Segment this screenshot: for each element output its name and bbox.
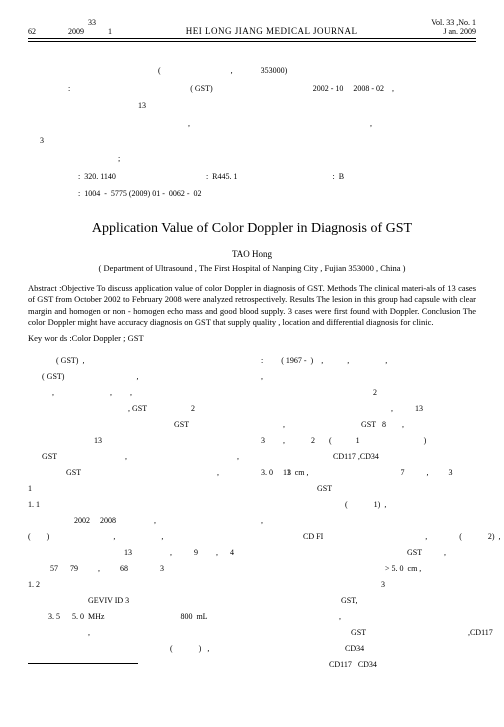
keywords-text: Key wor ds :Color Doppler ; GST — [28, 333, 476, 343]
page-number: 62 — [28, 27, 48, 36]
header-year: 2009 — [68, 27, 84, 36]
abstract-text: Abstract :Objective To discuss applicati… — [28, 283, 476, 329]
body-line: > 5. 0 cm , — [261, 561, 476, 577]
body-line: CD FI , ( 2) , — [261, 529, 476, 545]
body-line: CD34 — [261, 641, 476, 657]
body-line: GST , — [28, 417, 243, 433]
body-line: 2 — [261, 385, 476, 401]
body-line: GST , , — [28, 449, 243, 465]
body-line: ( GST) , — [28, 369, 243, 385]
author-name: TAO Hong — [28, 249, 476, 259]
body-line: ( 1) , — [261, 497, 476, 513]
body-line: CD117 ,CD34 — [261, 449, 476, 465]
meta-paren: (, 353000) — [28, 62, 476, 80]
body-line: , — [261, 513, 476, 529]
body-line: 1 — [28, 481, 243, 497]
section-12: 1. 2 — [28, 577, 243, 593]
meta-class: : 320. 1140: R445. 1: B — [28, 168, 476, 186]
body-line: , — [28, 625, 243, 641]
body-line: 3 , 2 ( 1 ) — [261, 433, 476, 449]
article-title-en: Application Value of Color Doppler in Di… — [28, 221, 476, 237]
body-line: ( ) , — [28, 641, 243, 657]
body-line: , , , — [28, 385, 243, 401]
page-header: 33 62 2009 1 HEI LONG JIANG MEDICAL JOUR… — [28, 18, 476, 39]
meta-13: 13 — [28, 97, 476, 115]
header-issue: 1 — [108, 27, 112, 36]
journal-title: HEI LONG JIANG MEDICAL JOURNAL — [186, 26, 358, 36]
header-right: Vol. 33 ,No. 1 J an. 2009 — [431, 18, 476, 36]
body-text: ( GST) , ( GST) , , , , , GST — [28, 353, 476, 673]
meta-comma: ,, — [28, 115, 476, 133]
vol-no: Vol. 33 ,No. 1 — [431, 18, 476, 27]
body-line: 13 , 9 , 4 — [28, 545, 243, 561]
body-line: 3. 5 5. 0 MHz 800 mL — [28, 609, 243, 625]
body-line: , — [261, 369, 476, 385]
body-line: GST , — [261, 545, 476, 561]
body-line: GST , 3 — [28, 465, 243, 481]
body-line: 2002 2008 , — [28, 513, 243, 529]
meta-issn: : 1004 - 5775 (2009) 01 - 0062 - 02 — [28, 185, 476, 203]
body-line: CD117 CD34 — [261, 657, 476, 673]
meta-3: 3 — [28, 132, 476, 150]
footnote: : ( 1967 - ) , , , — [261, 353, 476, 369]
header-left: 33 62 2009 1 — [28, 18, 112, 36]
body-line: ( GST) , — [28, 353, 243, 369]
meta-comma2: ; — [28, 150, 476, 168]
body-line: GST 8 , — [261, 417, 476, 433]
volume-small: 33 — [88, 18, 96, 27]
body-line: , 13 — [261, 401, 476, 417]
body-line: 3. 0 11 cm , 7 , 3 — [261, 465, 476, 481]
body-line: , — [261, 609, 476, 625]
header-rule — [28, 41, 476, 42]
body-line: GEVIV ID 3 — [28, 593, 243, 609]
footnote-rule — [28, 663, 138, 664]
body-line: 57 79 , 68 3 — [28, 561, 243, 577]
body-line: 3 — [261, 577, 476, 593]
body-line: 1. 1 — [28, 497, 243, 513]
body-line: , GST 2 — [28, 401, 243, 417]
meta-block: (, 353000) :( GST)2002 - 10 2008 - 02, 1… — [28, 62, 476, 203]
issue-date: J an. 2009 — [431, 27, 476, 36]
body-line: GST, — [261, 593, 476, 609]
author-affiliation: ( Department of Ultrasound , The First H… — [28, 263, 476, 273]
body-line: ( ) , , — [28, 529, 243, 545]
body-line: GST — [261, 481, 476, 497]
body-line: 13 — [28, 433, 243, 449]
body-line: GST ,CD117 — [261, 625, 476, 641]
meta-gst-line: :( GST)2002 - 10 2008 - 02, — [28, 80, 476, 98]
